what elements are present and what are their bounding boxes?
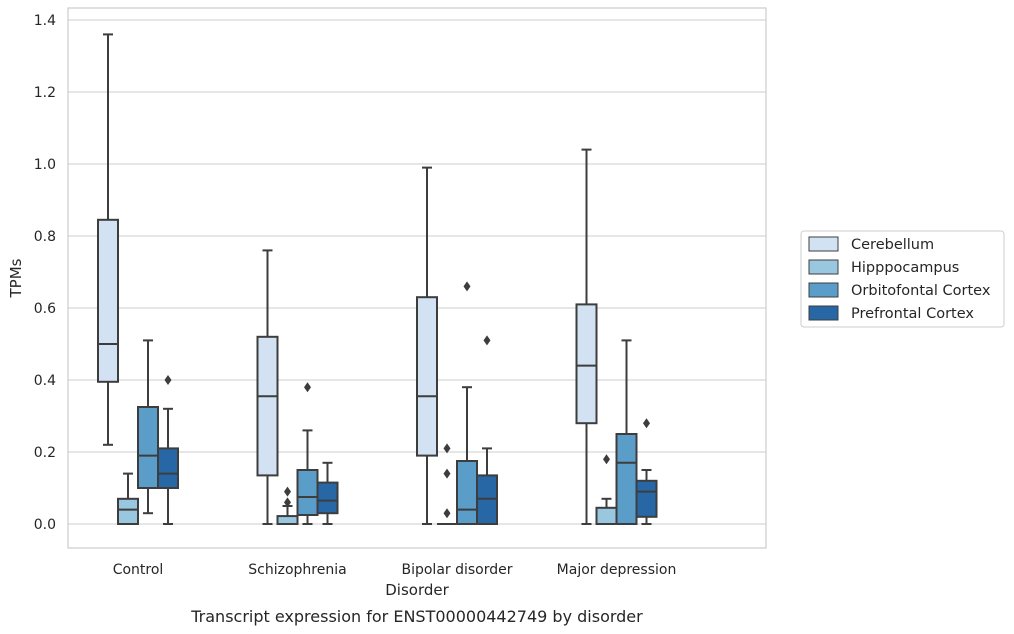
legend-swatch <box>808 305 839 321</box>
box-1-1 <box>276 486 299 526</box>
box-body <box>117 497 139 525</box>
box-body <box>456 460 478 525</box>
y-tick-label: 1.4 <box>34 13 56 29</box>
box-2-0 <box>416 166 438 525</box>
y-tick-label: 0.4 <box>34 373 56 389</box>
box-body <box>296 469 319 516</box>
legend-label: Prefrontal Cortex <box>851 306 974 322</box>
outlier-point <box>284 497 291 508</box>
legend-label: Orbitofontal Cortex <box>851 283 991 299</box>
box-2-2 <box>456 281 478 525</box>
box-3-2 <box>615 339 638 525</box>
x-axis-label: Disorder <box>385 581 449 599</box>
y-tick-label: 0.2 <box>34 445 56 461</box>
y-tick-label: 0.0 <box>34 517 56 533</box>
y-tick-label: 0.8 <box>34 229 56 245</box>
box-0-0 <box>97 33 119 446</box>
legend-swatch <box>808 282 839 298</box>
x-tick-label: Bipolar disorder <box>401 562 512 578</box>
box-body <box>157 447 179 489</box>
y-tick-label: 1.0 <box>34 157 56 173</box>
legend: Cerebellum Hipppocampus Orbitofontal Corte… <box>800 230 1005 328</box>
outlier-point <box>463 281 471 292</box>
box-body <box>615 433 638 525</box>
outlier-point <box>443 443 451 454</box>
y-axis-ticks: 0.0 0.2 0.4 0.6 0.8 1.0 1.2 1.4 <box>34 13 56 533</box>
box-body <box>416 296 438 457</box>
legend-frame <box>800 230 1005 328</box>
box-body <box>575 303 598 425</box>
chart-caption: Transcript expression for ENST0000044274… <box>190 607 643 626</box>
legend-swatch <box>808 236 839 252</box>
box-3-0 <box>575 148 598 525</box>
outlier-point <box>443 508 451 519</box>
box-3-3 <box>635 418 658 525</box>
x-tick-label: Control <box>113 562 164 578</box>
box-body <box>97 218 119 383</box>
outlier-point <box>284 486 291 497</box>
box-body <box>276 515 299 526</box>
x-tick-label: Schizophrenia <box>248 562 346 578</box>
outlier-point <box>164 375 172 385</box>
box-body <box>137 406 159 489</box>
x-axis-ticks: Control Schizophrenia Bipolar disorder Majo… <box>113 562 677 578</box>
box-1-2 <box>296 382 319 525</box>
outlier-point <box>483 335 491 346</box>
box-0-2 <box>137 339 159 515</box>
box-plot-marks <box>97 33 658 526</box>
box-2-1 <box>437 443 457 525</box>
box-0-1 <box>117 472 139 525</box>
legend-label: Hipppocampus <box>851 260 959 276</box>
box-2-3 <box>476 335 498 525</box>
box-body <box>595 506 618 525</box>
box-1-3 <box>316 461 339 525</box>
outlier-point <box>643 418 650 429</box>
y-tick-label: 1.2 <box>34 85 56 101</box>
legend-label: Cerebellum <box>851 237 934 253</box>
outlier-point <box>443 468 451 479</box>
outlier-point <box>304 382 311 393</box>
outlier-point <box>603 454 610 465</box>
y-axis-label: TPMs <box>7 258 25 298</box>
x-tick-label: Major depression <box>557 562 677 578</box>
box-body <box>635 479 658 518</box>
box-body <box>256 335 279 477</box>
box-0-3 <box>157 375 179 525</box>
legend-swatch <box>808 259 839 275</box>
box-3-1 <box>595 454 618 525</box>
plot-frame <box>67 7 767 549</box>
box-body <box>316 481 339 515</box>
y-tick-label: 0.6 <box>34 301 56 317</box>
box-1-0 <box>256 249 279 525</box>
